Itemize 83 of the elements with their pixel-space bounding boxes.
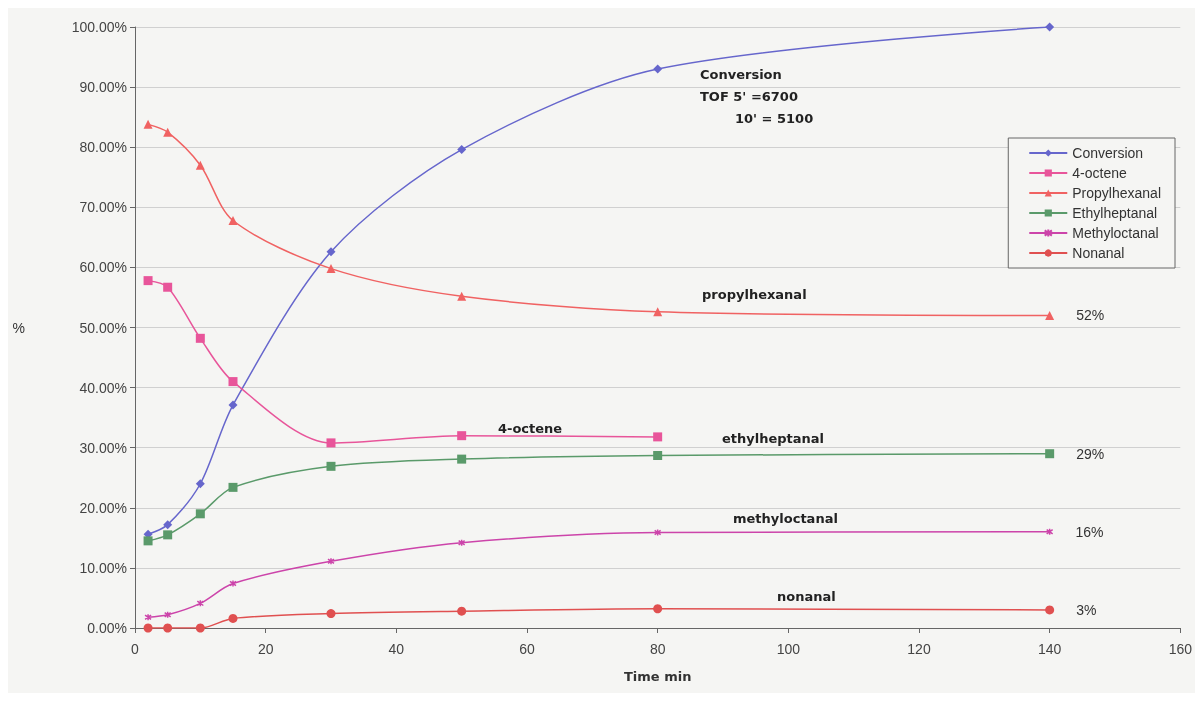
y-axis-title: % — [12, 319, 25, 336]
y-tick-label: 80.00% — [79, 139, 127, 156]
x-tick-label: 80 — [649, 641, 666, 657]
point — [163, 611, 172, 619]
annotation: nonanal — [777, 589, 836, 604]
legend-label: Conversion — [1072, 145, 1144, 161]
y-tick-label: 50.00% — [79, 319, 127, 336]
point — [457, 606, 467, 616]
point — [228, 216, 238, 226]
x-tick-label: 40 — [388, 641, 405, 657]
point — [229, 579, 237, 588]
data-label: 3% — [1076, 601, 1097, 618]
point — [163, 282, 173, 292]
x-tick-label: 140 — [1037, 641, 1062, 657]
point — [195, 509, 205, 519]
point — [195, 479, 205, 489]
point — [228, 377, 238, 387]
point — [327, 557, 335, 566]
annotation: ethylheptanal — [722, 431, 825, 446]
point — [228, 400, 238, 410]
x-tick-label: 100 — [776, 641, 801, 657]
point — [653, 432, 663, 442]
point — [457, 145, 467, 155]
legend-label: Ethylheptanal — [1072, 205, 1158, 221]
point — [143, 119, 153, 129]
annotation: methyloctanal — [733, 511, 838, 526]
point — [1045, 449, 1055, 459]
point — [653, 451, 663, 461]
legend-label: 4-octene — [1072, 165, 1127, 181]
point — [326, 264, 336, 274]
y-tick-label: 60.00% — [79, 259, 127, 276]
y-tick-label: 40.00% — [79, 379, 127, 396]
point — [1045, 310, 1055, 320]
point — [163, 530, 173, 540]
point — [326, 438, 336, 448]
y-tick-label: 10.00% — [79, 559, 127, 576]
annotation: TOF 5' =6700 — [700, 89, 798, 104]
data-label: 29% — [1076, 445, 1105, 462]
legend-label: Nonanal — [1072, 245, 1125, 261]
y-tick-label: 20.00% — [79, 499, 127, 516]
point — [653, 604, 663, 614]
point — [653, 528, 662, 537]
y-tick-label: 30.00% — [79, 439, 127, 456]
x-tick-label: 60 — [519, 641, 535, 657]
point — [163, 520, 173, 530]
y-tick-label: 90.00% — [79, 79, 127, 96]
point — [163, 623, 173, 633]
point — [326, 461, 336, 471]
point — [457, 431, 467, 441]
x-tick-label: 20 — [257, 641, 274, 657]
point — [163, 127, 173, 137]
point — [143, 536, 153, 546]
point — [143, 623, 153, 633]
annotation: propylhexanal — [702, 287, 807, 302]
point — [457, 538, 466, 547]
x-axis-title: Time min — [623, 669, 692, 684]
x-tick-label: 0 — [131, 641, 140, 657]
point — [326, 247, 336, 257]
point — [457, 291, 467, 301]
point — [195, 623, 205, 633]
x-tick-label: 120 — [907, 641, 931, 657]
annotation: 4-octene — [498, 421, 563, 436]
point — [228, 482, 238, 492]
annotation: Conversion — [700, 67, 782, 82]
point — [195, 160, 205, 170]
annotation: 10' = 5100 — [735, 111, 814, 126]
point — [457, 454, 467, 464]
legend-label: Propylhexanal — [1072, 185, 1162, 201]
point — [143, 276, 153, 286]
legend-label: Methyloctanal — [1072, 225, 1159, 241]
point — [195, 333, 205, 343]
point — [326, 609, 336, 619]
x-tick-label: 160 — [1168, 641, 1193, 657]
point — [228, 613, 238, 623]
data-label: 52% — [1076, 307, 1105, 324]
point — [653, 64, 663, 74]
y-tick-label: 70.00% — [79, 199, 127, 216]
point — [1045, 22, 1055, 32]
data-label: 16% — [1075, 523, 1104, 540]
point — [196, 599, 205, 608]
y-tick-label: 100.00% — [71, 19, 127, 35]
point — [1045, 605, 1055, 615]
y-tick-label: 0.00% — [87, 620, 127, 636]
